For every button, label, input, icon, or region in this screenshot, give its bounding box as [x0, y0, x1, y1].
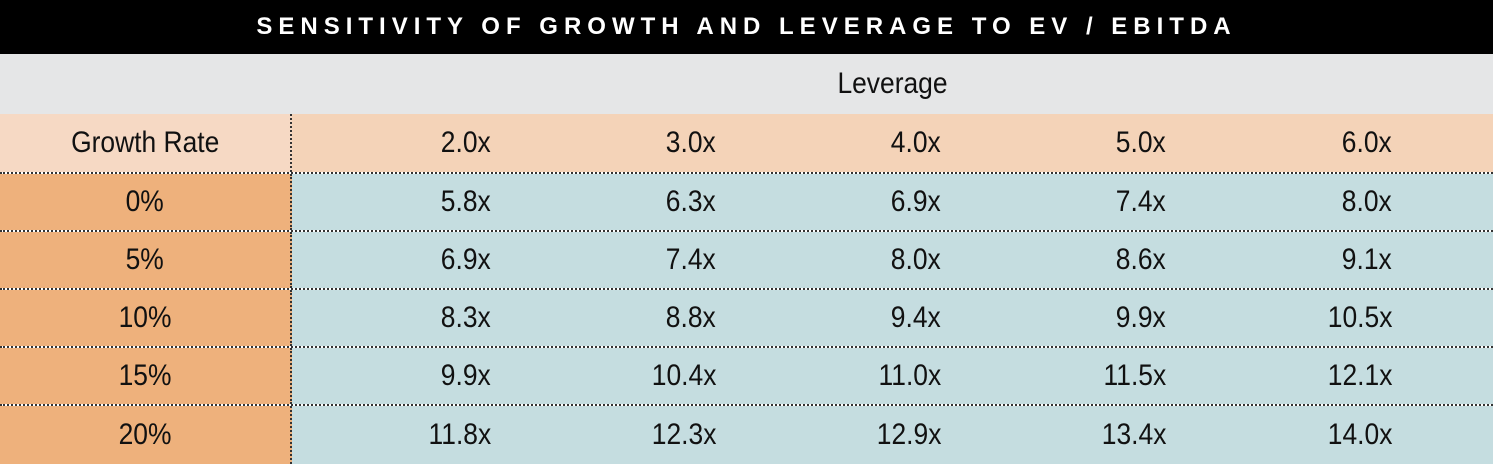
table-cell: 7.4x — [1116, 185, 1166, 218]
table-cell: 8.3x — [441, 301, 491, 334]
table-cell: 6.9x — [441, 243, 491, 276]
table-cell: 12.3x — [651, 418, 716, 451]
table-cell: 5.8x — [441, 185, 491, 218]
column-header-row: Growth Rate 2.0x 3.0x 4.0x 5.0x 6.0x — [0, 114, 1493, 174]
row-label: 0% — [0, 174, 292, 230]
table-cell: 8.6x — [1116, 243, 1166, 276]
table-cell: 11.8x — [428, 418, 491, 451]
column-header: 6.0x — [1342, 126, 1392, 159]
row-label: 5% — [0, 232, 292, 288]
table-cell: 12.9x — [876, 418, 941, 451]
table-cell: 14.0x — [1327, 418, 1392, 451]
table-cell: 8.0x — [1342, 185, 1392, 218]
table-row: 20% 11.8x 12.3x 12.9x 13.4x 14.0x — [0, 406, 1493, 464]
table-cell: 10.5x — [1327, 301, 1392, 334]
table-cell: 9.4x — [891, 301, 941, 334]
table-cell: 9.9x — [441, 359, 491, 392]
table-cell: 11.0x — [878, 359, 941, 392]
table-cell: 8.0x — [891, 243, 941, 276]
table-cell: 6.9x — [891, 185, 941, 218]
row-label: 20% — [0, 406, 292, 464]
table-title: SENSITIVITY OF GROWTH AND LEVERAGE TO EV… — [0, 0, 1493, 54]
column-header: 3.0x — [666, 126, 716, 159]
column-header: 5.0x — [1116, 126, 1166, 159]
table-cell: 11.5x — [1103, 359, 1166, 392]
growth-rate-header-label: Growth Rate — [70, 126, 220, 159]
table-cell: 9.1x — [1342, 243, 1392, 276]
table-cell: 12.1x — [1327, 359, 1392, 392]
table-row: 10% 8.3x 8.8x 9.4x 9.9x 10.5x — [0, 290, 1493, 348]
table-cell: 8.8x — [666, 301, 716, 334]
table-row: 15% 9.9x 10.4x 11.0x 11.5x 12.1x — [0, 348, 1493, 406]
row-label: 10% — [0, 290, 292, 346]
growth-rate-header: Growth Rate — [0, 114, 292, 172]
leverage-header-row: Leverage — [0, 54, 1493, 114]
table-cell: 10.4x — [651, 359, 716, 392]
table-cell: 13.4x — [1101, 418, 1166, 451]
column-headers: 2.0x 3.0x 4.0x 5.0x 6.0x — [292, 114, 1493, 172]
table-row: 0% 5.8x 6.3x 6.9x 7.4x 8.0x — [0, 174, 1493, 232]
column-header: 4.0x — [891, 126, 941, 159]
table-cell: 6.3x — [666, 185, 716, 218]
table-cell: 9.9x — [1116, 301, 1166, 334]
table-cell: 7.4x — [666, 243, 716, 276]
table-row: 5% 6.9x 7.4x 8.0x 8.6x 9.1x — [0, 232, 1493, 290]
column-header: 2.0x — [441, 126, 491, 159]
corner-spacer — [0, 54, 292, 114]
row-label: 15% — [0, 348, 292, 404]
leverage-label: Leverage — [837, 67, 948, 100]
